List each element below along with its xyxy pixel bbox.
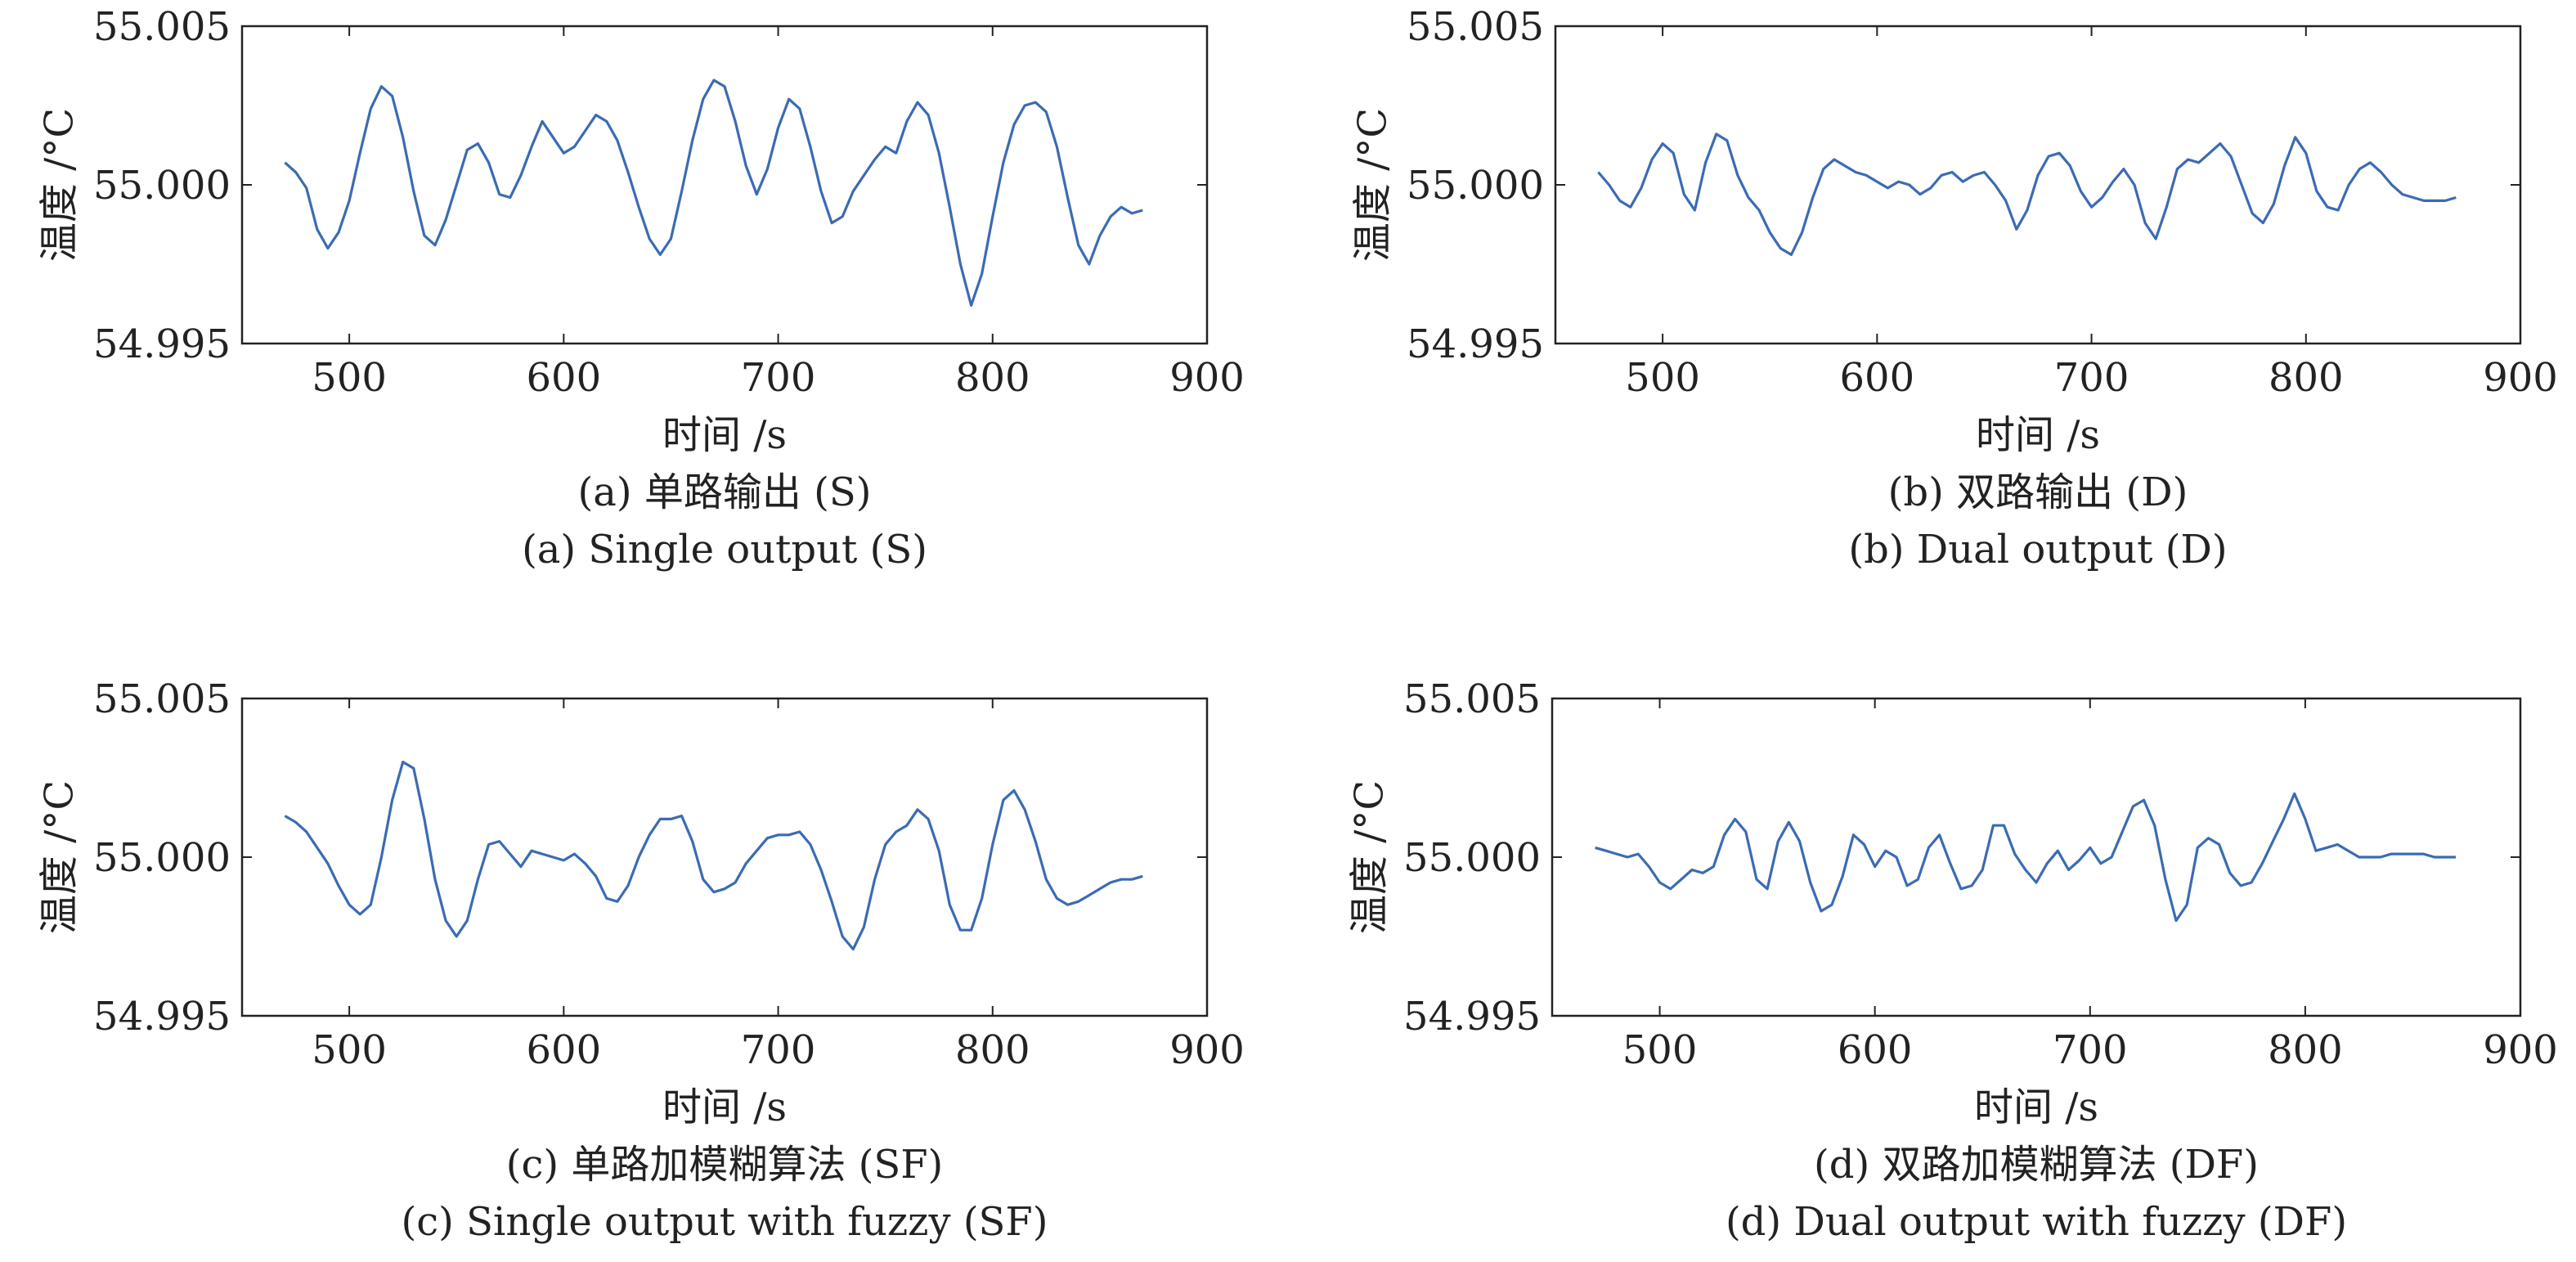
y-tick-label: 55.005 bbox=[93, 4, 231, 50]
y-tick-label: 55.005 bbox=[1403, 676, 1541, 722]
chart-panel: 500 600 700 800 900 54.995 55.000 55.005 时间 /s 温度… bbox=[1350, 4, 2558, 573]
plot-frame bbox=[240, 697, 1209, 1017]
caption-english: (c) Single output with fuzzy (SF) bbox=[402, 1199, 1048, 1245]
y-tick-label: 54.995 bbox=[93, 994, 231, 1040]
x-tick-label: 900 bbox=[2483, 1027, 2558, 1073]
x-tick-label: 600 bbox=[1840, 355, 1915, 401]
x-tick-label: 800 bbox=[955, 1027, 1030, 1073]
x-tick-label: 900 bbox=[1169, 1027, 1245, 1073]
chart-panel: 500 600 700 800 900 54.995 55.000 55.005 时间 /s 温度… bbox=[37, 4, 1245, 573]
chart-panel: 500 600 700 800 900 54.995 55.000 55.005 时间 /s 温度… bbox=[1347, 676, 2558, 1245]
x-axis-label: 时间 /s bbox=[1974, 1085, 2098, 1130]
x-tick-label: 700 bbox=[741, 1027, 816, 1073]
chart-panel: 500 600 700 800 900 54.995 55.000 55.005 时间 /s 温度… bbox=[37, 676, 1245, 1245]
x-tick-label: 700 bbox=[2054, 355, 2129, 401]
y-tick-label: 55.000 bbox=[1407, 163, 1544, 209]
x-tick-label: 600 bbox=[527, 355, 602, 401]
y-axis-label: 温度 /°C bbox=[37, 108, 83, 262]
caption-chinese: (d) 双路加模糊算法 (DF) bbox=[1814, 1142, 2259, 1188]
y-tick-label: 54.995 bbox=[1403, 994, 1541, 1040]
y-tick-label: 55.000 bbox=[1403, 835, 1541, 881]
y-tick-label: 55.005 bbox=[93, 676, 231, 722]
x-tick-label: 800 bbox=[955, 355, 1030, 401]
x-tick-label: 700 bbox=[741, 355, 816, 401]
x-axis-label: 时间 /s bbox=[1976, 412, 2100, 458]
series-line bbox=[1595, 792, 2457, 923]
x-axis-label: 时间 /s bbox=[662, 412, 787, 458]
caption-english: (b) Dual output (D) bbox=[1848, 527, 2227, 573]
x-tick-label: 900 bbox=[1169, 355, 1245, 401]
y-axis-label: 温度 /°C bbox=[1350, 108, 1396, 262]
y-tick-label: 55.000 bbox=[93, 163, 231, 209]
y-tick-label: 55.005 bbox=[1407, 4, 1544, 50]
caption-chinese: (a) 单路输出 (S) bbox=[578, 469, 872, 515]
y-axis-label: 温度 /°C bbox=[1347, 780, 1393, 934]
series-line bbox=[284, 761, 1143, 951]
x-tick-label: 600 bbox=[1838, 1027, 1913, 1073]
x-tick-label: 700 bbox=[2053, 1027, 2128, 1073]
y-axis-label: 温度 /°C bbox=[37, 780, 83, 934]
x-tick-label: 800 bbox=[2269, 355, 2344, 401]
x-tick-label: 500 bbox=[312, 1027, 387, 1073]
x-tick-label: 500 bbox=[1622, 1027, 1698, 1073]
y-tick-label: 54.995 bbox=[93, 321, 231, 367]
x-tick-label: 600 bbox=[527, 1027, 602, 1073]
series-line bbox=[284, 79, 1143, 307]
caption-english: (a) Single output (S) bbox=[522, 527, 927, 573]
x-tick-label: 800 bbox=[2268, 1027, 2343, 1073]
caption-chinese: (b) 双路输出 (D) bbox=[1888, 469, 2188, 515]
plot-frame bbox=[240, 25, 1209, 345]
caption-english: (d) Dual output with fuzzy (DF) bbox=[1726, 1199, 2347, 1245]
x-tick-label: 500 bbox=[312, 355, 387, 401]
x-tick-label: 900 bbox=[2483, 355, 2558, 401]
y-tick-label: 55.000 bbox=[93, 835, 231, 881]
caption-chinese: (c) 单路加模糊算法 (SF) bbox=[506, 1142, 944, 1188]
x-tick-label: 500 bbox=[1625, 355, 1700, 401]
y-tick-label: 54.995 bbox=[1407, 321, 1544, 367]
series-line bbox=[1597, 132, 2457, 256]
x-axis-label: 时间 /s bbox=[662, 1085, 787, 1130]
